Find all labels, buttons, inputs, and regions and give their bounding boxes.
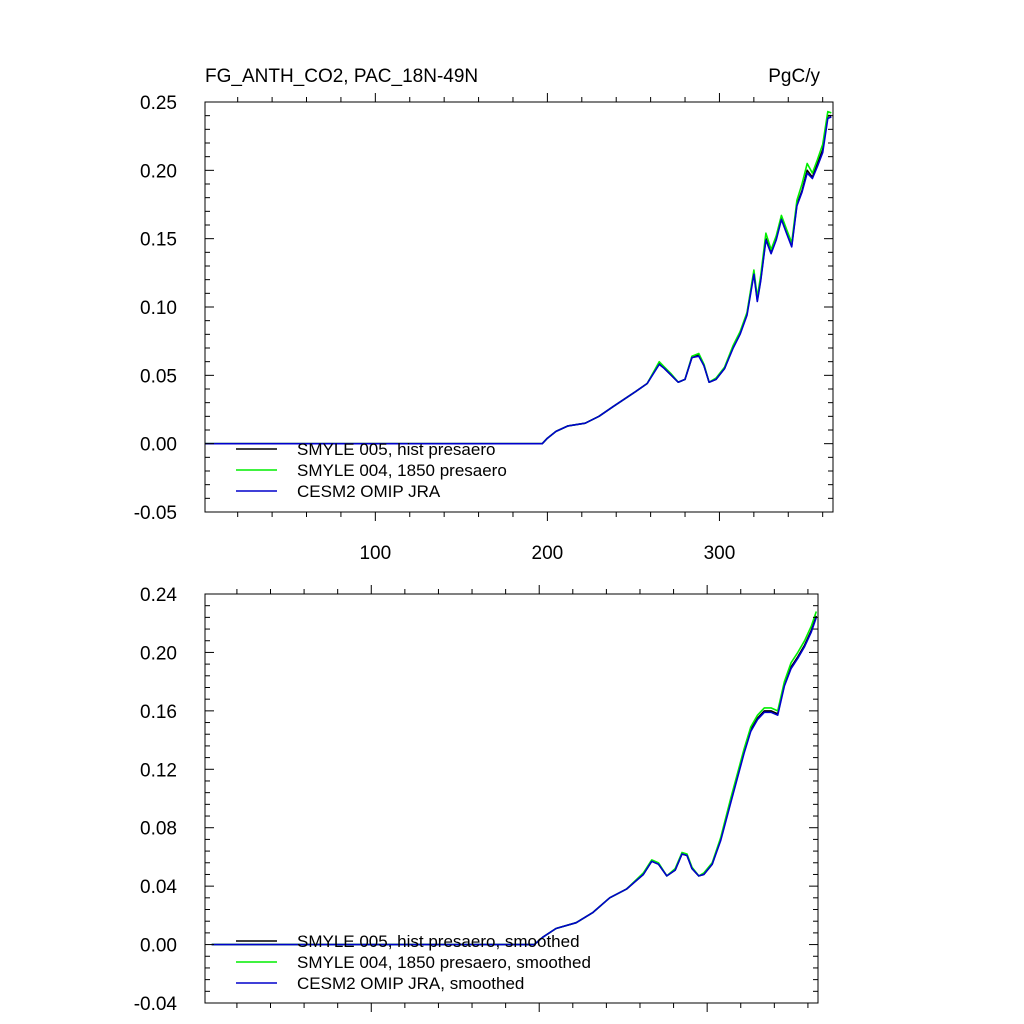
y-tick-label: 0.25 (140, 93, 177, 114)
legend-label-2: SMYLE 004, 1850 presaero, smoothed (297, 953, 591, 972)
top-panel: -0.05 0.00 0.05 0.10 0.15 0.20 0.25 100 200 300 SM… (134, 93, 834, 564)
legend-label-1: SMYLE 005, hist presaero, smoothed (297, 932, 580, 951)
legend-label-2: SMYLE 004, 1850 presaero (297, 461, 507, 480)
plot-frame (204, 593, 819, 1004)
y-tick-label: -0.05 (134, 503, 177, 524)
y-tick-label: 0.24 (140, 585, 177, 606)
y-tick-label: 0.12 (140, 760, 177, 781)
series-line-1 (205, 114, 832, 445)
top-title-left: FG_ANTH_CO2, PAC_18N-49N (205, 66, 478, 87)
x-tick-label: 300 (704, 543, 736, 564)
y-tick-label: 0.20 (140, 161, 177, 182)
y-tick-label: 0.16 (140, 702, 177, 723)
legend-label-3: CESM2 OMIP JRA, smoothed (297, 974, 524, 993)
series-line-3 (211, 617, 818, 946)
y-tick-label: 0.10 (140, 298, 177, 319)
series-line-3 (205, 116, 832, 445)
y-tick-label: 0.08 (140, 819, 177, 840)
legend-label-1: SMYLE 005, hist presaero (297, 440, 495, 459)
y-tick-label: 0.04 (140, 877, 177, 898)
series-line-2 (211, 611, 818, 946)
legend-label-3: CESM2 OMIP JRA (297, 482, 441, 501)
top-title-right: PgC/y (768, 66, 820, 87)
y-tick-label: 0.00 (140, 936, 177, 957)
y-tick-label: 0.00 (140, 435, 177, 456)
y-tick-label: 0.20 (140, 643, 177, 664)
y-tick-label: 0.15 (140, 230, 177, 251)
x-tick-label: 200 (532, 543, 564, 564)
series-line-1 (211, 615, 818, 946)
x-tick-label: 100 (359, 543, 391, 564)
series-line-2 (205, 110, 832, 445)
y-tick-label: -0.04 (134, 994, 178, 1015)
y-tick-label: 0.05 (140, 366, 177, 387)
bottom-panel: -0.04 0.00 0.04 0.08 0.12 0.16 0.20 0.24 SMYLE 0… (134, 585, 819, 1015)
